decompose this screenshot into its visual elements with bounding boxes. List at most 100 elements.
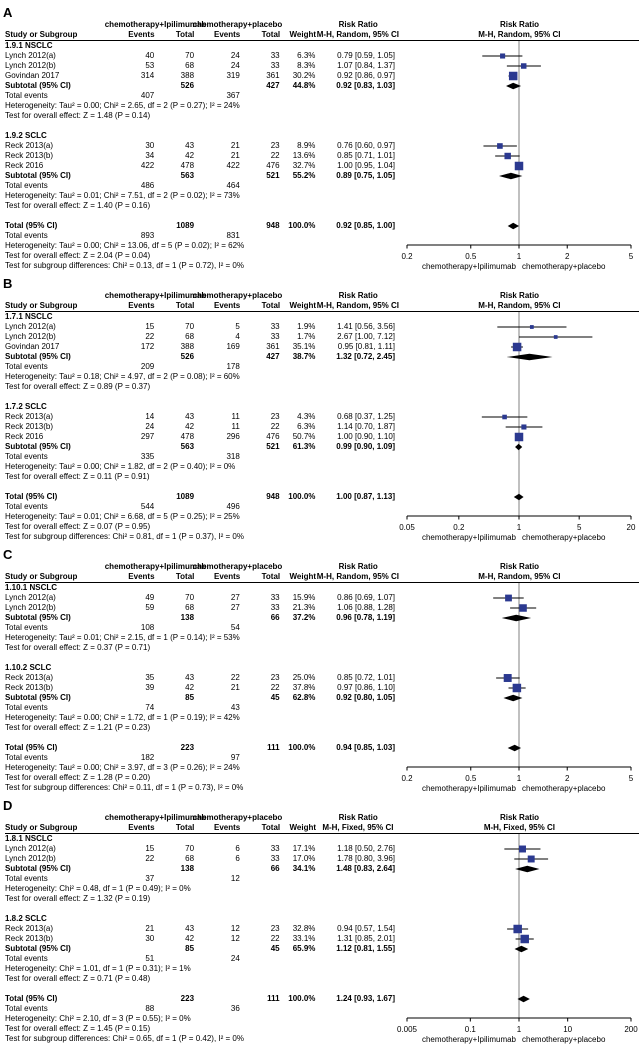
subtotal-diamond <box>399 81 639 91</box>
total-control: 22 <box>270 422 280 431</box>
study-name: Total events <box>5 874 48 883</box>
weight: 25.0% <box>292 673 316 682</box>
events-control: 27 <box>230 593 240 602</box>
row-text: Test for overall effect: Z = 0.07 (P = 0… <box>5 522 151 531</box>
study-marker-svg <box>514 854 549 864</box>
events-control: 24 <box>230 954 240 963</box>
axis-svg <box>406 1014 632 1022</box>
study-marker <box>399 71 639 81</box>
header-risk-ratio-plot: Risk Ratio <box>499 20 540 29</box>
center-line-svg <box>518 583 520 593</box>
subtotal-diamond-svg <box>515 442 523 452</box>
total-treatment: 478 <box>180 161 195 170</box>
axis-favors-labels: chemotherapy+Ipilimumab chemotherapy+plac… <box>399 783 639 793</box>
study-marker-svg <box>506 61 541 71</box>
total-events-row: Total events 182 97 <box>5 753 639 763</box>
total-control: 521 <box>266 171 280 180</box>
svg-text:2: 2 <box>565 774 570 783</box>
axis-svg <box>406 512 632 520</box>
total-events-row: Total events 37 12 <box>5 874 639 884</box>
total-control: 33 <box>270 603 280 612</box>
center-line-svg <box>518 623 520 633</box>
total-treatment: 563 <box>180 442 195 451</box>
study-marker <box>399 934 639 944</box>
events-treatment: 59 <box>145 603 155 612</box>
study-name: Total events <box>5 1004 48 1013</box>
total-diamond-svg <box>517 994 530 1004</box>
total-control: 33 <box>270 593 280 602</box>
header-row-groups: chemotherapy+Ipilimumab chemotherapy+plac… <box>5 291 639 301</box>
study-name: Total events <box>5 703 48 712</box>
weight: 4.3% <box>297 412 316 421</box>
total-treatment: 563 <box>180 171 195 180</box>
total-diamond <box>399 994 639 1004</box>
total-treatment: Total <box>175 823 195 832</box>
total-control: 111 <box>267 994 280 1003</box>
study-marker <box>399 322 639 332</box>
panel-a-rows: chemotherapy+Ipilimumab chemotherapy+plac… <box>3 20 639 271</box>
total-treatment: 223 <box>180 994 195 1003</box>
center-line-svg <box>518 753 520 763</box>
panel-c-rows: chemotherapy+Ipilimumab chemotherapy+plac… <box>3 562 639 793</box>
svg-text:chemotherapy+placebo: chemotherapy+placebo <box>522 262 606 271</box>
events-treatment: 209 <box>140 362 155 371</box>
center-line-svg <box>518 482 520 492</box>
subgroup-heading: 1.10.2 SCLC <box>5 663 639 673</box>
center-line <box>399 402 639 412</box>
study-name: Subtotal (95% CI) <box>5 442 71 451</box>
study-marker-svg <box>518 332 593 342</box>
center-line-svg <box>518 633 520 643</box>
total-control: 361 <box>266 71 280 80</box>
events-control: 831 <box>226 231 240 240</box>
events-treatment: Events <box>128 823 155 832</box>
study-marker-svg <box>510 603 537 613</box>
subtotal-diamond <box>399 693 639 703</box>
weight: 8.3% <box>297 61 316 70</box>
center-line <box>399 41 639 51</box>
row-text: Heterogeneity: Tau² = 0.00; Chi² = 1.72,… <box>5 713 240 722</box>
total-diamond-svg <box>513 492 524 502</box>
header-group-control: chemotherapy+placebo <box>192 291 283 300</box>
center-line <box>399 1004 639 1014</box>
center-line <box>399 753 639 763</box>
subtotal-row: Subtotal (95% CI) 526 427 44.8% 0.92 [0.83, … <box>5 81 639 91</box>
total-row: Total (95% CI) 223 111 100.0% 1.24 [0.93, 1.… <box>5 994 639 1004</box>
center-line-svg <box>518 904 520 914</box>
weight: 1.9% <box>297 322 316 331</box>
study-row: Reck 2013(a) 14 43 11 23 4.3% 0.68 [0.37, 1.25… <box>5 412 639 422</box>
center-line <box>399 101 639 111</box>
overall-effect-note: Test for overall effect: Z = 1.45 (P = 0… <box>5 1024 639 1034</box>
subtotal-diamond <box>399 613 639 623</box>
total-events-row: Total events 407 367 <box>5 91 639 101</box>
study-name: Total events <box>5 623 48 632</box>
center-line <box>399 643 639 653</box>
subgroup-heading: 1.8.1 NSCLC <box>5 834 639 844</box>
total-treatment: 223 <box>180 743 195 752</box>
center-line-svg <box>518 914 520 924</box>
study-row: Lynch 2012(a) 49 70 27 33 15.9% 0.86 [0.69, 1.… <box>5 593 639 603</box>
study-row: Reck 2013(b) 30 42 12 22 33.1% 1.31 [0.85, 2.0… <box>5 934 639 944</box>
heterogeneity-note: Heterogeneity: Tau² = 0.00; Chi² = 13.06… <box>5 241 639 251</box>
weight: 100.0% <box>288 743 316 752</box>
row-text: Heterogeneity: Tau² = 0.01; Chi² = 6.68,… <box>5 512 240 521</box>
heterogeneity-note: Heterogeneity: Tau² = 0.00; Chi² = 1.72,… <box>5 713 639 723</box>
header-row-groups: chemotherapy+Ipilimumab chemotherapy+plac… <box>5 20 639 30</box>
risk-ratio-text: 0.79 [0.59, 1.05] <box>337 51 395 60</box>
header-risk-ratio: Risk Ratio <box>338 813 378 822</box>
total-treatment: 138 <box>180 613 195 622</box>
study-marker <box>399 151 639 161</box>
heterogeneity-note: Heterogeneity: Chi² = 1.01, df = 1 (P = … <box>5 964 639 974</box>
total-events-row: Total events 209 178 <box>5 362 639 372</box>
events-control: 43 <box>230 703 240 712</box>
total-treatment: 70 <box>185 844 195 853</box>
center-line-svg <box>518 884 520 894</box>
total-events-row: Total events 51 24 <box>5 954 639 964</box>
study-row: Govindan 2017 314 388 319 361 30.2% 0.92 [0.86… <box>5 71 639 81</box>
header-group-control: chemotherapy+placebo <box>192 813 283 822</box>
axis <box>399 1014 639 1024</box>
study-marker-svg <box>508 683 526 693</box>
header-row-columns: Study or Subgroup Events Total Events Total W… <box>5 823 639 834</box>
row-text: Heterogeneity: Tau² = 0.00; Chi² = 13.06… <box>5 241 245 250</box>
row-text: Test for overall effect: Z = 1.48 (P = 0… <box>5 111 151 120</box>
heterogeneity-note: Heterogeneity: Tau² = 0.01; Chi² = 7.51,… <box>5 191 639 201</box>
